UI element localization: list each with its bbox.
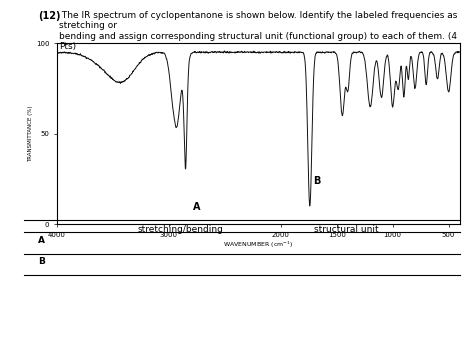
X-axis label: WAVENUMBER (cm$^{-1}$): WAVENUMBER (cm$^{-1}$)	[223, 239, 293, 250]
Text: A: A	[38, 236, 45, 245]
Text: B: B	[313, 176, 320, 186]
Text: (12): (12)	[38, 11, 60, 21]
Text: The IR spectrum of cyclopentanone is shown below. Identify the labeled frequenci: The IR spectrum of cyclopentanone is sho…	[59, 11, 457, 51]
Text: structural unit: structural unit	[314, 225, 378, 234]
Text: stretching/bending: stretching/bending	[137, 225, 223, 234]
Text: A: A	[193, 202, 201, 212]
Text: B: B	[38, 257, 45, 266]
Y-axis label: TRANSMITTANCE (%): TRANSMITTANCE (%)	[28, 105, 33, 162]
